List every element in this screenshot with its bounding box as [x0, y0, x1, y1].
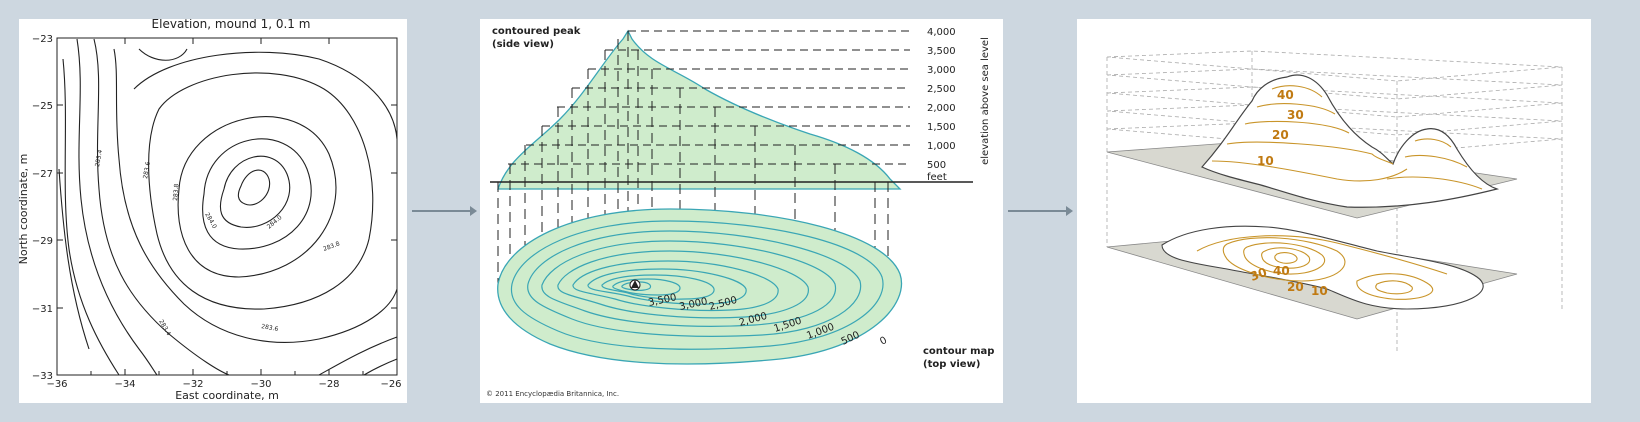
arrow-right-icon: [1008, 206, 1073, 216]
terrain-labels: 40 30 20 10: [1257, 88, 1304, 168]
elevation-label: 3,500: [927, 46, 956, 57]
elevation-label: 2,500: [927, 84, 956, 95]
terrain-label: 10: [1257, 154, 1274, 168]
x-tick-labels: −36 −34 −32 −30 −28 −26: [46, 379, 401, 390]
map-contour-lines: [1196, 235, 1448, 300]
side-view-subtitle: (side view): [492, 39, 554, 50]
y-tick-label: −31: [32, 304, 53, 315]
contour-label: 283.4: [94, 149, 104, 167]
lower-map-outline: [1161, 225, 1484, 310]
top-view-subtitle: (top view): [923, 359, 980, 370]
y-tick-labels: −23 −25 −27 −29 −31 −33: [32, 34, 53, 382]
terrain-label: 20: [1272, 128, 1289, 142]
contour-label: 283.6: [261, 323, 279, 333]
terrain-mountains: [1201, 74, 1500, 208]
x-tick-label: −32: [182, 379, 203, 390]
elevation-label: 1,000: [927, 141, 956, 152]
x-tick-label: −36: [46, 379, 67, 390]
x-tick-label: −28: [318, 379, 339, 390]
map-label: 40: [1273, 264, 1290, 278]
side-view-title: contoured peak: [492, 26, 581, 37]
elevation-axis-label: elevation above sea level: [980, 37, 991, 165]
elevation-label: 4,000: [927, 27, 956, 38]
mountain-side-view: [497, 29, 902, 190]
elevation-label: 3,000: [927, 65, 956, 76]
y-tick-label: −27: [32, 169, 53, 180]
terrain-label: 40: [1277, 88, 1294, 102]
contour-plot-panel: Elevation, mound 1, 0.1 m −36 −34 −32 −3…: [17, 17, 407, 403]
map-label: 0: [878, 335, 889, 348]
contour-label: 283.4: [157, 319, 172, 338]
y-tick-label: −33: [32, 371, 53, 382]
contour-plot: Elevation, mound 1, 0.1 m −36 −34 −32 −3…: [17, 17, 402, 402]
y-tick-label: −23: [32, 34, 53, 45]
contour-label: 284.0: [266, 214, 284, 231]
contoured-peak-panel: 4,000 3,500 3,000 2,500 2,000 1,500 1,00…: [480, 19, 1003, 403]
x-axis-label: East coordinate, m: [175, 389, 279, 402]
contour-label: 283.8: [172, 183, 180, 201]
elevation-label: 2,000: [927, 103, 956, 114]
y-axis-label: North coordinate, m: [19, 154, 30, 265]
arrow-right-icon: [412, 206, 477, 216]
contour-lines: [58, 38, 398, 376]
plot-frame: [56, 37, 398, 376]
terrain-contour-lines: [1211, 85, 1483, 190]
contour-label: 283.8: [322, 240, 341, 253]
x-tick-marks: [56, 38, 398, 375]
map-label: 10: [1311, 284, 1328, 298]
elevation-label: 500: [927, 160, 946, 171]
units-label: feet: [927, 172, 947, 183]
contoured-peak-diagram: 4,000 3,500 3,000 2,500 2,000 1,500 1,00…: [486, 26, 994, 398]
elevation-labels: 4,000 3,500 3,000 2,500 2,000 1,500 1,00…: [927, 27, 956, 183]
x-tick-label: −34: [114, 379, 135, 390]
contour-label: 283.6: [142, 161, 152, 179]
y-tick-marks: [57, 37, 397, 376]
terrain-3d-panel: 40 30 20 10 40 30 20 10: [1077, 19, 1591, 403]
y-tick-label: −25: [32, 101, 53, 112]
top-view-title: contour map: [923, 346, 994, 357]
terrain-label: 30: [1287, 108, 1304, 122]
elevation-label: 1,500: [927, 122, 956, 133]
plot-title: Elevation, mound 1, 0.1 m: [152, 19, 311, 31]
x-tick-label: −30: [250, 379, 271, 390]
x-tick-label: −26: [380, 379, 401, 390]
peak-marker-icon: [631, 280, 639, 288]
terrain-3d-diagram: 40 30 20 10 40 30 20 10: [1106, 50, 1563, 351]
map-label: 20: [1287, 280, 1304, 294]
map-label: 30: [1248, 265, 1268, 284]
copyright-notice: © 2011 Encyclopædia Britannica, Inc.: [486, 390, 619, 398]
contour-map-top-view: [497, 208, 903, 365]
map-labels: 40 30 20 10: [1248, 264, 1327, 298]
y-tick-label: −29: [32, 236, 53, 247]
